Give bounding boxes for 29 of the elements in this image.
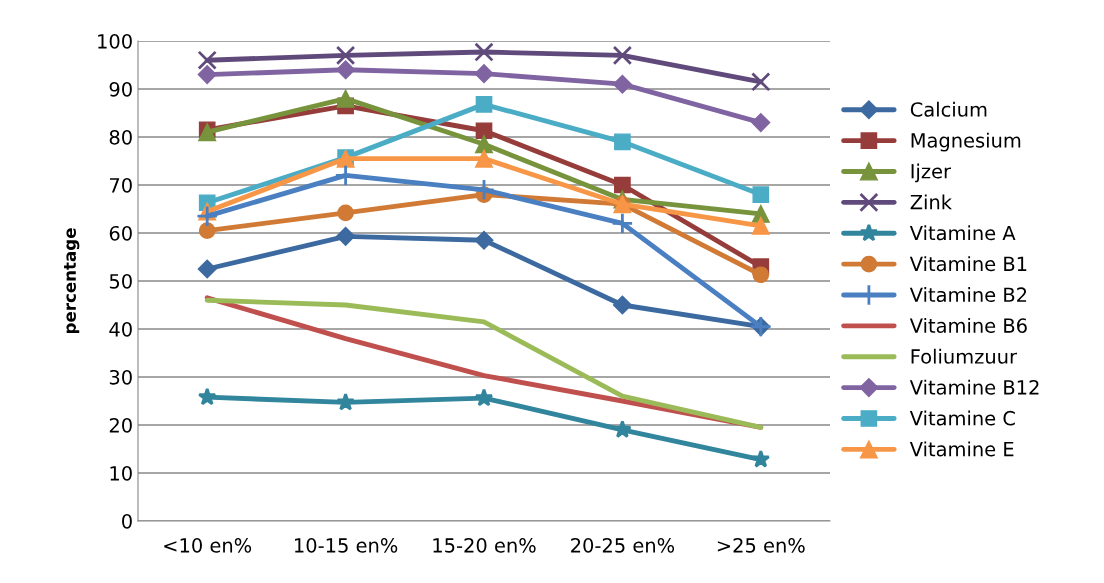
y-tick-label: 100 [98, 33, 132, 49]
legend-label: Vitamine B12 [909, 379, 1039, 395]
y-tick-label: 30 [109, 369, 132, 385]
legend-label: Vitamine B1 [909, 256, 1027, 272]
legend-label: Vitamine E [909, 441, 1014, 457]
legend-label: Magnesium [911, 132, 1021, 152]
legend-label: Vitamine B6 [909, 317, 1027, 333]
legend-label: Vitamine A [909, 225, 1016, 241]
y-tick-label: 80 [109, 129, 132, 145]
y-tick-label: 90 [109, 81, 132, 97]
x-tick-label: >25 en% [717, 538, 805, 553]
y-tick-label: 20 [109, 417, 132, 433]
y-tick-label: 60 [109, 225, 132, 241]
y-tick-label: 40 [109, 321, 132, 337]
legend-label: Zink [910, 194, 952, 210]
x-tick-label: 20-25 en% [571, 538, 675, 553]
legend-label: Ijzer [911, 163, 952, 183]
legend-label: Calcium [910, 101, 987, 117]
legend-label: Vitamine B2 [909, 287, 1027, 303]
y-tick-label: 0 [122, 513, 132, 529]
y-tick-label: 70 [109, 177, 132, 193]
x-tick-label: 15-20 en% [433, 538, 536, 553]
y-tick-label: 50 [109, 273, 132, 289]
legend-label: Vitamine C [909, 410, 1015, 426]
y-tick-label: 10 [110, 465, 132, 481]
y-axis-title: percentage [64, 228, 80, 334]
x-tick-label: 10-15 en% [295, 538, 398, 553]
legend-label: Foliumzuur [911, 348, 1018, 364]
x-tick-label: <10 en% [164, 538, 252, 553]
